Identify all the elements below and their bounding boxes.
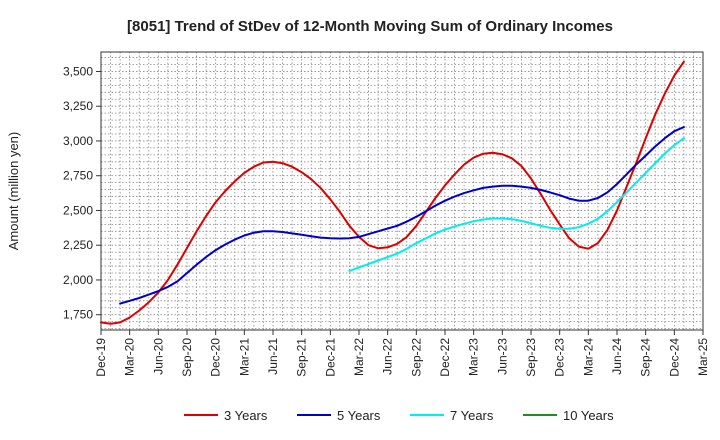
y-tick-label: 3,000 bbox=[63, 134, 93, 148]
series-lines bbox=[100, 60, 685, 325]
y-axis-label: Amount (million yen) bbox=[6, 132, 21, 251]
y-tick-label: 2,750 bbox=[63, 169, 93, 183]
y-tick-label: 1,750 bbox=[63, 308, 93, 322]
series-line-7-years bbox=[348, 137, 685, 272]
x-tick-label: Jun-20 bbox=[151, 338, 165, 375]
legend: 3 Years 5 Years 7 Years 10 Years bbox=[184, 408, 614, 423]
x-tick-label: Sep-24 bbox=[639, 338, 653, 377]
series-line-3-years bbox=[100, 60, 685, 325]
x-tick-label: Mar-23 bbox=[467, 338, 481, 376]
x-tick-label: Jun-23 bbox=[495, 338, 509, 375]
x-tick-label: Dec-24 bbox=[667, 338, 681, 377]
x-tick-label: Jun-21 bbox=[266, 338, 280, 375]
legend-label-7-years: 7 Years bbox=[450, 408, 494, 423]
x-tick-label: Dec-23 bbox=[553, 338, 567, 377]
x-tick-label: Mar-22 bbox=[352, 338, 366, 376]
x-tick-label: Dec-21 bbox=[323, 338, 337, 377]
y-tick-label: 2,000 bbox=[63, 273, 93, 287]
plot-frame bbox=[100, 51, 704, 331]
y-tick-label: 3,250 bbox=[63, 99, 93, 113]
plot-area bbox=[101, 52, 703, 330]
chart-title: [8051] Trend of StDev of 12-Month Moving… bbox=[127, 18, 613, 35]
x-tick-label: Sep-20 bbox=[180, 338, 194, 377]
y-tick-label: 2,500 bbox=[63, 203, 93, 217]
y-axis-ticks: 1,750 2,000 2,250 2,500 2,750 3,000 3,250 3,500 bbox=[63, 64, 101, 322]
x-tick-label: Sep-21 bbox=[295, 338, 309, 377]
x-tick-label: Dec-22 bbox=[438, 338, 452, 377]
x-tick-label: Dec-20 bbox=[209, 338, 223, 377]
legend-label-5-years: 5 Years bbox=[337, 408, 381, 423]
x-tick-label: Mar-20 bbox=[123, 338, 137, 376]
x-tick-label: Mar-25 bbox=[696, 338, 710, 376]
y-tick-label: 2,250 bbox=[63, 238, 93, 252]
x-tick-label: Dec-19 bbox=[94, 338, 108, 377]
x-tick-label: Mar-24 bbox=[581, 338, 595, 376]
x-tick-label: Sep-23 bbox=[524, 338, 538, 377]
x-tick-label: Mar-21 bbox=[237, 338, 251, 376]
legend-label-3-years: 3 Years bbox=[224, 408, 268, 423]
x-axis-ticks: Dec-19 Mar-20 Jun-20 Sep-20 Dec-20 Mar-21 Jun-… bbox=[94, 330, 710, 377]
x-tick-label: Jun-24 bbox=[610, 338, 624, 375]
legend-label-10-years: 10 Years bbox=[563, 408, 614, 423]
y-tick-label: 3,500 bbox=[63, 64, 93, 78]
x-tick-label: Sep-22 bbox=[409, 338, 423, 377]
x-tick-label: Jun-22 bbox=[381, 338, 395, 375]
grid-lines bbox=[101, 52, 703, 330]
series-line-5-years bbox=[119, 126, 685, 305]
